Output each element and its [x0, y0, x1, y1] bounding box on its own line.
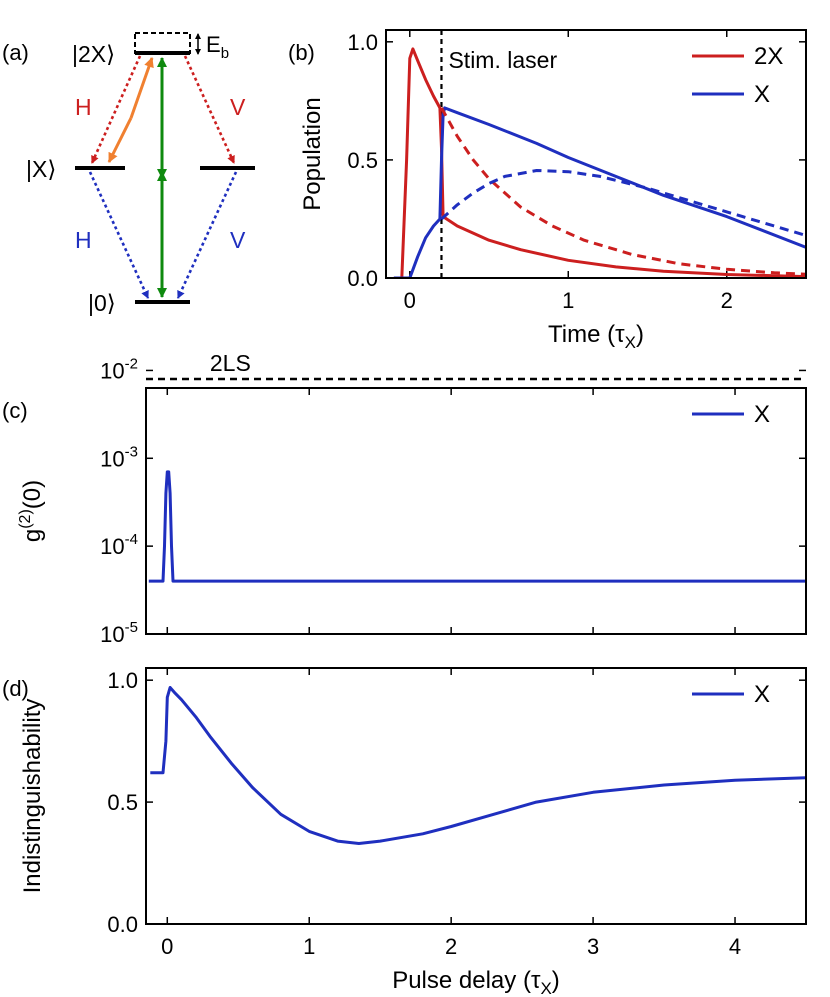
- x-axis-label: Time (τX): [548, 321, 644, 352]
- stim-laser-annotation: Stim. laser: [448, 47, 557, 73]
- polarization-bottom-left: H: [75, 227, 92, 253]
- plot-frame: [385, 29, 807, 279]
- red-arrow-right: [183, 55, 236, 164]
- x-tick-label: 3: [587, 934, 599, 959]
- panel-label-d: (d): [2, 676, 29, 701]
- level-diagram: Eb |2X⟩ |X⟩ |0⟩ H V H V: [26, 32, 255, 316]
- legend-label-2x: 2X: [754, 43, 783, 70]
- x-tick-label: 2: [721, 288, 733, 313]
- blue-arrow-left: [88, 171, 150, 299]
- y-axis-label: Indistinguishability: [19, 699, 46, 894]
- y-axis-label: Population: [299, 97, 326, 210]
- panel-label-a: (a): [2, 40, 29, 65]
- y-tick-label: 0.5: [347, 148, 378, 173]
- x-tick-label: 0: [161, 934, 173, 959]
- stim-arrow-up: [129, 57, 154, 119]
- chart-d: 0 1 2 3 4 0.0 0.5 1.0 Pulse delay (τX) Indistingu…: [19, 667, 807, 997]
- series-group: [393, 47, 806, 278]
- polarization-top-left: H: [75, 94, 92, 120]
- chart-c: 10-5 10-4 10-3 10-2 2LS g(2)(0) X: [17, 350, 807, 647]
- series-line-red-dashed: [440, 107, 806, 276]
- blue-arrow-right: [176, 171, 238, 299]
- x-tick-label: 4: [729, 934, 741, 959]
- series-group: [148, 470, 806, 583]
- x-tick-label: 1: [303, 934, 315, 959]
- polarization-bottom-right: V: [230, 227, 246, 253]
- y-tick-label: 0.0: [107, 912, 138, 937]
- polarization-top-right: V: [230, 94, 246, 120]
- biexciton-label: |2X⟩: [72, 41, 115, 67]
- legend-label-x: X: [754, 401, 770, 428]
- binding-energy-label: Eb: [206, 32, 229, 62]
- red-arrow-left: [90, 55, 142, 164]
- plot-frame: [145, 387, 807, 635]
- x-tick-label: 2: [445, 934, 457, 959]
- series-line-x: [148, 470, 806, 583]
- panel-label-c: (c): [2, 398, 28, 423]
- y-axis-label: g(2)(0): [17, 480, 46, 542]
- charts: 0 1 2 0.0 0.5 1.0 Stim. laser Time (τX) Populati…: [17, 29, 807, 997]
- series-line-blue-dashed: [440, 169, 806, 237]
- y-tick-label: 10-4: [100, 531, 138, 559]
- x-axis-label: Pulse delay (τX): [392, 967, 560, 997]
- series-group: [150, 686, 806, 845]
- x-tick-label: 1: [562, 288, 574, 313]
- y-tick-label: 10-5: [100, 619, 138, 647]
- y-tick-label: 0.0: [347, 266, 378, 291]
- y-tick-label: 0.5: [107, 790, 138, 815]
- virtual-level-box: [134, 32, 191, 54]
- two-level-reference-label: 2LS: [210, 350, 251, 376]
- plot-frame: [145, 667, 807, 925]
- y-tick-label: 10-2: [100, 355, 138, 383]
- legend-label-x: X: [754, 81, 770, 108]
- legend-label-x: X: [754, 681, 770, 708]
- series-line-x: [150, 686, 806, 845]
- exciton-label: |X⟩: [26, 156, 56, 182]
- x-tick-label: 0: [404, 288, 416, 313]
- y-tick-label: 1.0: [107, 668, 138, 693]
- stim-arrow-down: [107, 117, 133, 163]
- chart-b: 0 1 2 0.0 0.5 1.0 Stim. laser Time (τX) Populati…: [299, 29, 807, 352]
- panel-label-b: (b): [288, 40, 315, 65]
- series-line-x: [393, 106, 806, 278]
- y-tick-label: 1.0: [347, 30, 378, 55]
- ground-label: |0⟩: [88, 290, 116, 316]
- y-tick-label: 10-3: [100, 443, 138, 471]
